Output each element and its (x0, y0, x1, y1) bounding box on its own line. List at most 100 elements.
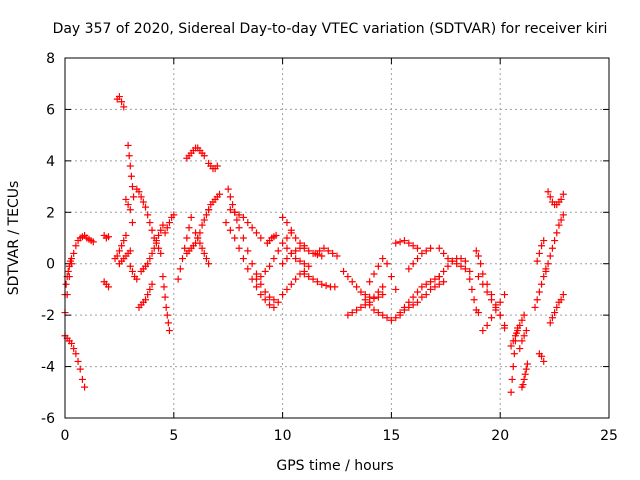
data-point (181, 244, 189, 252)
data-point (479, 327, 487, 335)
x-tick-labels: 0 5 10 15 20 25 (61, 428, 618, 444)
x-tick-label: 5 (169, 428, 178, 444)
data-point (316, 247, 324, 255)
data-point (392, 285, 400, 293)
data-point (165, 327, 173, 335)
data-point (538, 280, 546, 288)
chart-title: Day 357 of 2020, Sidereal Day-to-day VTE… (53, 21, 608, 37)
data-point (159, 273, 167, 281)
data-point (142, 203, 150, 211)
data-point (324, 247, 332, 255)
data-point (509, 363, 517, 371)
series-arc32 (300, 270, 339, 291)
data-point (400, 237, 408, 245)
data-point (542, 267, 550, 275)
data-point (414, 255, 422, 263)
data-point (248, 260, 256, 268)
data-point (559, 291, 567, 299)
data-point (474, 252, 482, 260)
data-point (305, 273, 313, 281)
data-point (244, 265, 252, 273)
data-point (531, 303, 539, 311)
data-point (266, 293, 274, 301)
data-point (474, 309, 482, 317)
data-point (546, 193, 554, 201)
data-point (422, 247, 430, 255)
data-point (165, 219, 173, 227)
data-point (557, 195, 565, 203)
data-point (551, 237, 559, 245)
data-point (300, 260, 308, 268)
data-point (370, 293, 378, 301)
data-point (274, 247, 282, 255)
data-point (508, 375, 516, 383)
data-point (279, 260, 287, 268)
data-point (544, 260, 552, 268)
data-point (183, 234, 191, 242)
data-point (270, 255, 278, 263)
y-tick-label: 8 (46, 51, 55, 67)
data-point (479, 270, 487, 278)
data-point (144, 211, 152, 219)
series-arc54 (535, 350, 548, 365)
data-point (555, 221, 563, 229)
data-point (148, 280, 156, 288)
data-point (248, 224, 256, 232)
data-point (292, 247, 300, 255)
series-arc18 (183, 144, 208, 162)
data-point (518, 316, 526, 324)
data-point (128, 267, 136, 275)
data-point (226, 193, 234, 201)
series-arc06 (113, 93, 128, 111)
data-point (142, 296, 150, 304)
data-point (374, 288, 382, 296)
data-point (257, 234, 265, 242)
series-arc04 (100, 231, 113, 242)
data-point (239, 255, 247, 263)
data-point (548, 244, 556, 252)
series-arc34 (340, 267, 387, 302)
series-arc02 (61, 255, 76, 299)
data-point (361, 296, 369, 304)
data-point (163, 311, 171, 319)
data-point (353, 306, 361, 314)
data-point (272, 231, 280, 239)
x-tick-label: 25 (600, 428, 618, 444)
data-point (266, 262, 274, 270)
data-point (113, 252, 121, 260)
data-point (124, 141, 132, 149)
x-tick-label: 10 (274, 428, 292, 444)
data-point (146, 219, 154, 227)
data-point (81, 383, 89, 391)
data-point (516, 345, 524, 353)
data-point (70, 249, 78, 257)
series-arc07 (111, 231, 130, 263)
data-point (68, 339, 76, 347)
data-point (383, 314, 391, 322)
data-point (235, 211, 243, 219)
data-point (235, 224, 243, 232)
data-point (538, 242, 546, 250)
data-point (516, 321, 524, 329)
series-arc22 (205, 190, 223, 214)
data-point (510, 350, 518, 358)
data-point (418, 249, 426, 257)
data-point (261, 267, 269, 275)
series-arc49 (507, 311, 528, 350)
data-point (185, 224, 193, 232)
x-tick-label: 15 (382, 428, 400, 444)
data-point (89, 238, 97, 246)
data-point (546, 252, 554, 260)
data-point (409, 301, 417, 309)
x-axis-label: GPS time / hours (276, 458, 393, 474)
data-point (440, 267, 448, 275)
data-point (507, 388, 515, 396)
data-point (318, 252, 326, 260)
data-point (194, 234, 202, 242)
data-point (538, 352, 546, 360)
data-point (309, 275, 317, 283)
data-point (283, 219, 291, 227)
data-point (461, 265, 469, 273)
data-point (379, 311, 387, 319)
y-tick-labels: -6 -4 -2 0 2 4 6 8 (41, 51, 55, 427)
